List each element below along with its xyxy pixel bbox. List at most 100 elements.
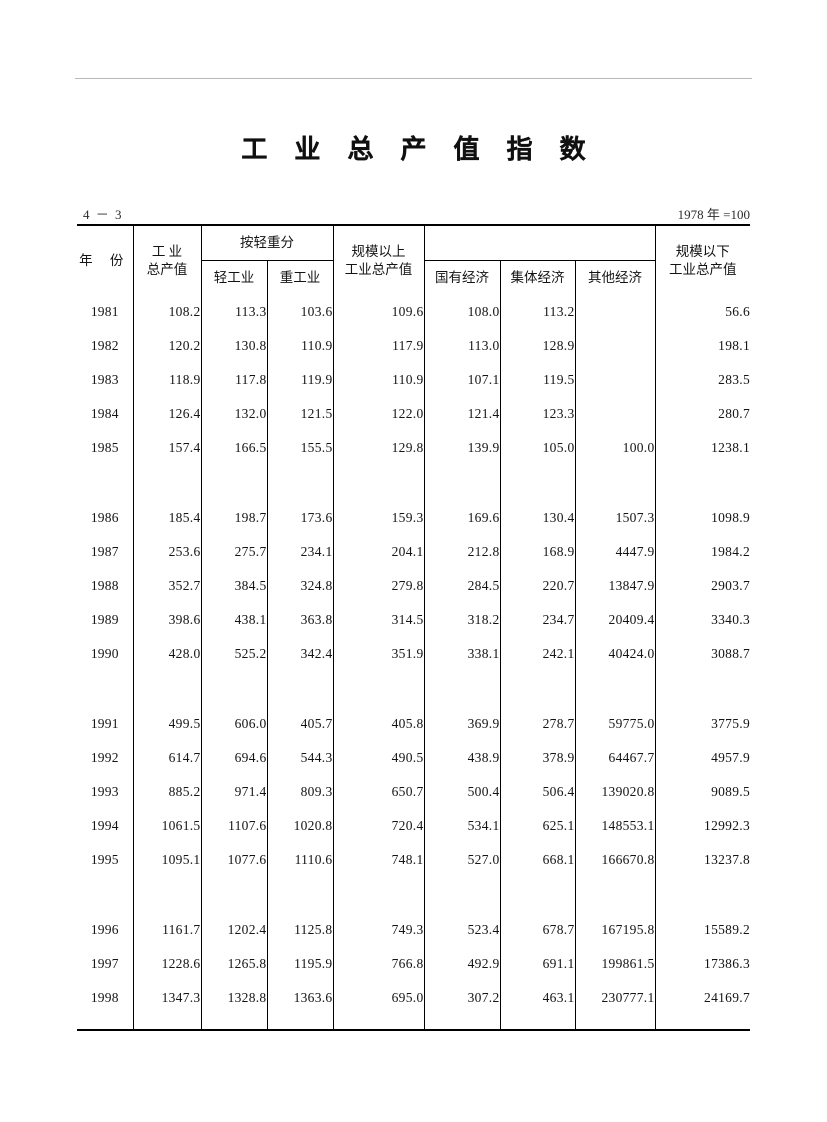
spacer-cell [655,465,750,501]
value-cell-other: 1507.3 [575,501,656,535]
year-cell: 1984 [77,397,134,431]
header-year-label: 年 份 [79,252,131,268]
value-cell-above: 117.9 [333,329,425,363]
value-cell-gross: 1161.7 [133,913,202,947]
value-cell-gross: 398.6 [133,603,202,637]
value-cell-above: 720.4 [333,809,425,843]
table-row: 1993 885.2 971.4 809.3 650.7 500.4 506.4 139020… [77,775,750,809]
value-cell-state: 523.4 [424,913,501,947]
table-row: 1992 614.7 694.6 544.3 490.5 438.9 378.9 64467.… [77,741,750,775]
value-cell-gross: 157.4 [133,431,202,465]
value-cell-collective: 625.1 [500,809,576,843]
spacer-cell [500,1015,576,1029]
value-cell-collective: 130.4 [500,501,576,535]
table-top-rule [77,224,750,226]
bottom-spacer-row [77,1015,750,1029]
value-cell-light: 130.8 [201,329,268,363]
table-row: 1995 1095.1 1077.6 1110.6 748.1 527.0 668.1 166… [77,843,750,877]
value-cell-light: 438.1 [201,603,268,637]
spacer-cell [500,671,576,707]
value-cell-heavy: 119.9 [267,363,334,397]
value-cell-heavy: 155.5 [267,431,334,465]
value-cell-collective: 378.9 [500,741,576,775]
group-spacer-row [77,877,750,913]
value-cell-gross: 185.4 [133,501,202,535]
year-cell: 1994 [77,809,134,843]
spacer-cell [424,671,501,707]
value-cell-collective: 668.1 [500,843,576,877]
value-cell-above: 695.0 [333,981,425,1015]
spacer-cell [267,877,334,913]
value-cell-other: 20409.4 [575,603,656,637]
value-cell-light: 275.7 [201,535,268,569]
value-cell-other: 166670.8 [575,843,656,877]
value-cell-below: 17386.3 [704,956,751,971]
value-cell-gross: 885.2 [133,775,202,809]
value-cell-state: 284.5 [424,569,501,603]
page-title: 工 业 总 产 值 指 数 [241,135,595,165]
table-row: 1982 120.2 130.8 110.9 117.9 113.0 128.9 198.1 [77,329,750,363]
spacer-cell [133,877,202,913]
spacer-cell [201,465,268,501]
statistics-table-wrapper: 年 份 工 业 总产值 按轻重分 规模以上 工业总产值 规模以下 工业总产值 [77,224,750,1031]
value-cell-other [575,363,656,397]
value-cell-gross: 1095.1 [133,843,202,877]
value-cell-light: 113.3 [201,295,268,329]
spacer-cell [133,1015,202,1029]
value-cell-heavy: 809.3 [267,775,334,809]
value-cell-gross: 1228.6 [133,947,202,981]
spacer-cell [267,465,334,501]
value-cell-light: 132.0 [201,397,268,431]
table-caption-row: 4 － 3 1978 年 =100 [77,204,750,222]
value-cell-above: 314.5 [333,603,425,637]
value-cell-other: 167195.8 [575,913,656,947]
value-cell-collective: 463.1 [500,981,576,1015]
value-cell-below: 9089.5 [711,784,751,799]
header-other-economy: 其他经济 [575,260,656,295]
value-cell-below: 2903.7 [711,578,751,593]
spacer-cell [575,1015,656,1029]
header-below-scale: 规模以下 工业总产值 [655,226,750,295]
value-cell-heavy: 324.8 [267,569,334,603]
value-cell-gross: 499.5 [133,707,202,741]
value-cell-state: 307.2 [424,981,501,1015]
value-cell-gross: 120.2 [133,329,202,363]
spacer-year-cell [77,1015,134,1029]
value-cell-below: 1984.2 [711,544,751,559]
spacer-cell [133,671,202,707]
year-cell: 1998 [77,981,134,1015]
value-cell-above: 405.8 [333,707,425,741]
value-cell-other: 199861.5 [575,947,656,981]
value-cell-heavy: 363.8 [267,603,334,637]
value-cell-heavy: 342.4 [267,637,334,671]
value-cell-light: 1202.4 [201,913,268,947]
value-cell-state: 108.0 [424,295,501,329]
value-cell-other: 4447.9 [575,535,656,569]
value-cell-state: 169.6 [424,501,501,535]
value-cell-below: 283.5 [718,372,751,387]
spacer-cell [655,671,750,707]
year-cell: 1981 [77,295,134,329]
header-gross-output-line2: 总产值 [146,261,188,277]
value-cell-heavy: 110.9 [267,329,334,363]
spacer-cell [333,877,425,913]
value-cell-collective: 105.0 [500,431,576,465]
value-cell-other [575,397,656,431]
value-cell-other [575,329,656,363]
header-above-scale-line2: 工业总产值 [344,261,413,277]
value-cell-gross: 118.9 [133,363,202,397]
year-cell: 1997 [77,947,134,981]
value-cell-other: 13847.9 [575,569,656,603]
spacer-cell [655,1015,750,1029]
spacer-cell [424,1015,501,1029]
spacer-cell [333,465,425,501]
value-cell-state: 438.9 [424,741,501,775]
value-cell-collective: 691.1 [500,947,576,981]
spacer-year-cell [77,671,134,707]
value-cell-gross: 1347.3 [133,981,202,1015]
value-cell-above: 650.7 [333,775,425,809]
value-cell-above: 122.0 [333,397,425,431]
spacer-cell [500,465,576,501]
value-cell-light: 1328.8 [201,981,268,1015]
value-cell-state: 492.9 [424,947,501,981]
